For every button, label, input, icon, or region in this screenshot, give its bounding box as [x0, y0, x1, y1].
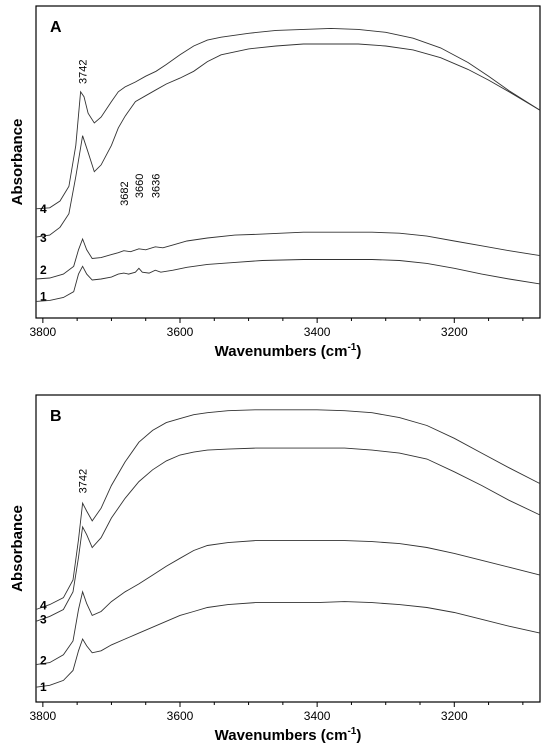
x-tick-label: 3600 — [167, 709, 194, 723]
spectrum-line-4 — [35, 27, 541, 210]
y-axis-label: Absorbance — [9, 505, 26, 592]
x-tick-label: 3800 — [30, 709, 57, 723]
panel-letter: A — [50, 19, 62, 36]
x-axis-label: Wavenumbers (cm-1) — [215, 342, 362, 360]
spectrum-line-1 — [35, 601, 541, 688]
plot-frame — [35, 5, 541, 319]
x-axis-label: Wavenumbers (cm-1) — [215, 726, 362, 744]
panel-letter: B — [50, 408, 62, 425]
curve-label: 2 — [40, 263, 47, 277]
spectrum-line-4 — [35, 409, 541, 610]
spectrum-line-2 — [35, 231, 541, 280]
curve-label: 1 — [40, 290, 47, 304]
panel-a: A 3800 3600 3400 3200 Wavenumbers (cm-1) Absor… — [9, 5, 541, 360]
curve-label: 3 — [40, 612, 47, 626]
x-tick-label: 3400 — [304, 325, 331, 339]
curve-label: 4 — [40, 599, 47, 613]
spectrum-line-3 — [35, 447, 541, 622]
y-axis-label: Absorbance — [9, 119, 26, 206]
peak-annotation: 3682 — [119, 181, 131, 205]
plot-frame — [35, 394, 541, 703]
spectrum-line-3 — [35, 43, 541, 238]
x-tick-label: 3200 — [441, 325, 468, 339]
peak-annotation: 3742 — [78, 60, 90, 84]
spectrum-line-2 — [35, 540, 541, 666]
spectrum-line-1 — [35, 259, 541, 302]
x-tick-label: 3800 — [30, 325, 57, 339]
x-tick-label: 3600 — [167, 325, 194, 339]
curve-label: 1 — [40, 680, 47, 694]
x-tick-label: 3200 — [441, 709, 468, 723]
panel-b: B 3800 3600 3400 3200 Wavenumbers (cm-1) Absor… — [9, 394, 541, 744]
x-tick-label: 3400 — [304, 709, 331, 723]
peak-annotation: 3636 — [150, 174, 162, 198]
peak-annotation: 3660 — [134, 174, 146, 198]
peak-annotation: 3742 — [78, 469, 90, 493]
curve-label: 2 — [40, 654, 47, 668]
curve-label: 3 — [40, 231, 47, 245]
curve-label: 4 — [40, 202, 47, 216]
